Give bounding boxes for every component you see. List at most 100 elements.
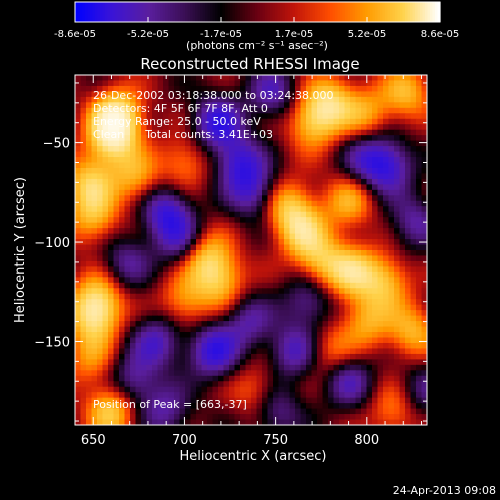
heatmap-cell	[130, 146, 136, 153]
heatmap-cell	[157, 162, 164, 169]
heatmap-cell	[196, 75, 202, 81]
heatmap-cell	[377, 162, 384, 169]
heatmap-cell	[218, 129, 224, 136]
heatmap-cell	[273, 288, 279, 295]
heatmap-cell	[421, 353, 428, 360]
heatmap-cell	[97, 91, 103, 98]
heatmap-cell	[168, 162, 175, 169]
heatmap-cell	[405, 91, 411, 98]
heatmap-cell	[355, 222, 362, 229]
heatmap-cell	[124, 222, 131, 229]
heatmap-cell	[245, 195, 252, 202]
heatmap-cell	[361, 419, 367, 426]
heatmap-cell	[212, 211, 219, 218]
heatmap-cell	[267, 200, 274, 207]
heatmap-cell	[366, 277, 373, 284]
heatmap-cell	[377, 129, 384, 136]
heatmap-cell	[179, 370, 186, 377]
heatmap-cell	[372, 189, 378, 196]
heatmap-cell	[388, 167, 395, 174]
heatmap-cell	[207, 266, 213, 273]
heatmap-cell	[124, 206, 131, 213]
heatmap-cell	[240, 239, 246, 246]
heatmap-cell	[256, 408, 263, 415]
heatmap-cell	[372, 124, 378, 131]
heatmap-cell	[361, 184, 367, 191]
heatmap-cell	[328, 364, 334, 371]
heatmap-cell	[344, 195, 351, 202]
x-tick-label: 650	[81, 433, 106, 448]
heatmap-cell	[196, 124, 202, 131]
heatmap-cell	[383, 211, 389, 218]
heatmap-cell	[361, 282, 367, 289]
heatmap-cell	[218, 250, 224, 256]
heatmap-cell	[240, 288, 246, 295]
heatmap-cell	[311, 250, 318, 256]
heatmap-cell	[267, 419, 274, 426]
heatmap-cell	[251, 375, 257, 382]
heatmap-cell	[311, 271, 318, 278]
heatmap-cell	[185, 140, 191, 147]
heatmap-cell	[135, 408, 142, 415]
colorbar-cell	[190, 2, 194, 22]
heatmap-cell	[394, 260, 400, 267]
heatmap-cell	[196, 397, 202, 404]
heatmap-cell	[262, 157, 268, 163]
heatmap-cell	[223, 315, 230, 322]
heatmap-cell	[416, 293, 422, 300]
heatmap-cell	[119, 299, 125, 306]
heatmap-cell	[317, 211, 323, 218]
heatmap-cell	[124, 255, 131, 262]
heatmap-cell	[251, 113, 257, 120]
heatmap-cell	[201, 381, 208, 388]
colorbar-cell	[217, 2, 221, 22]
heatmap-cell	[229, 315, 235, 322]
heatmap-cell	[383, 250, 389, 256]
heatmap-cell	[399, 113, 406, 120]
heatmap-cell	[124, 113, 131, 120]
heatmap-cell	[416, 359, 422, 366]
heatmap-cell	[410, 271, 417, 278]
colorbar-cell	[300, 2, 304, 22]
heatmap-cell	[262, 293, 268, 300]
heatmap-cell	[119, 332, 125, 338]
heatmap-cell	[394, 124, 400, 131]
heatmap-cell	[322, 321, 329, 328]
heatmap-cell	[124, 85, 131, 92]
heatmap-cell	[251, 184, 257, 191]
heatmap-cell	[174, 200, 180, 207]
heatmap-cell	[229, 397, 235, 404]
heatmap-cell	[212, 250, 219, 256]
heatmap-cell	[251, 206, 257, 213]
heatmap-cell	[399, 178, 406, 185]
heatmap-cell	[97, 348, 103, 355]
heatmap-cell	[333, 271, 340, 278]
heatmap-cell	[119, 124, 125, 131]
heatmap-cell	[300, 310, 307, 317]
heatmap-cell	[108, 206, 114, 213]
colorbar-cell	[77, 2, 81, 22]
heatmap-cell	[179, 348, 186, 355]
heatmap-cell	[113, 124, 120, 131]
colorbar-cell	[242, 2, 246, 22]
heatmap-cell	[75, 124, 81, 131]
heatmap-cell	[108, 184, 114, 191]
heatmap-cell	[388, 217, 395, 224]
heatmap-cell	[355, 381, 362, 388]
heatmap-cell	[278, 288, 285, 295]
colorbar-cell	[117, 2, 121, 22]
heatmap-cell	[278, 271, 285, 278]
colorbar-cell	[120, 2, 124, 22]
heatmap-cell	[218, 266, 224, 273]
heatmap-cell	[416, 151, 422, 158]
heatmap-cell	[102, 91, 109, 98]
heatmap-cell	[372, 157, 378, 163]
heatmap-cell	[146, 266, 153, 273]
heatmap-cell	[234, 189, 241, 196]
heatmap-cell	[119, 403, 125, 410]
heatmap-cell	[130, 129, 136, 136]
heatmap-cell	[157, 375, 164, 382]
heatmap-cell	[278, 107, 285, 114]
heatmap-cell	[146, 233, 153, 240]
heatmap-cell	[174, 102, 180, 109]
